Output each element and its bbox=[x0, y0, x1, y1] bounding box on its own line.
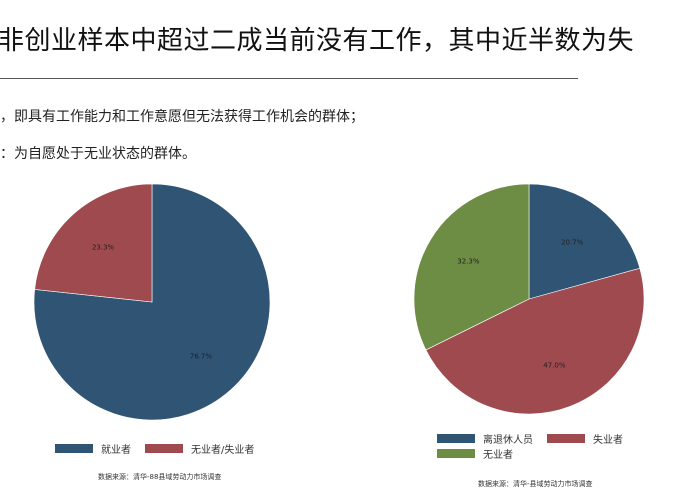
source-note-right: 数据来源：清华-县域劳动力市场调查 bbox=[478, 480, 593, 488]
legend-item-no-occupation: 无业者 bbox=[437, 446, 513, 461]
legend-swatch-unemployed bbox=[547, 434, 585, 443]
slice-label-retired: 20.7% bbox=[561, 238, 584, 246]
legend-label-retired: 离退休人员 bbox=[483, 435, 533, 446]
slice-label-employed: 76.7% bbox=[190, 352, 213, 360]
legend-label-jobless: 无业者/失业者 bbox=[191, 445, 255, 456]
slice-label-no-occupation: 32.3% bbox=[457, 257, 480, 265]
slide-headline: 非创业样本中超过二成当前没有工作，其中近半数为失 bbox=[0, 26, 635, 56]
definition-note-jobless: ：为自愿处于无业状态的群体。 bbox=[0, 146, 196, 162]
legend-swatch-jobless bbox=[145, 444, 183, 453]
legend-label-employed: 就业者 bbox=[101, 445, 131, 456]
legend-item-jobless: 无业者/失业者 bbox=[145, 441, 254, 456]
legend-item-unemployed: 失业者 bbox=[547, 431, 623, 446]
pie-slice-retired bbox=[528, 183, 641, 300]
legend-label-no-occupation: 无业者 bbox=[483, 450, 513, 461]
pie-slice-no-occupation bbox=[413, 183, 530, 351]
legend-swatch-retired bbox=[437, 434, 475, 443]
legend-item-employed: 就业者 bbox=[55, 441, 131, 456]
legend-swatch-no-occupation bbox=[437, 449, 475, 458]
slice-label-jobless: 23.3% bbox=[92, 244, 115, 252]
title-divider bbox=[0, 78, 578, 79]
slice-label-unemployed: 47.0% bbox=[543, 362, 566, 370]
source-note-left: 数据来源：清华-88县域劳动力市场调查 bbox=[98, 473, 222, 481]
pie-slice-unemployed bbox=[425, 267, 645, 415]
legend-swatch-employed bbox=[55, 444, 93, 453]
pie-slice-jobless bbox=[34, 183, 153, 303]
definition-note-unemployed: ，即具有工作能力和工作意愿但无法获得工作机会的群体； bbox=[0, 109, 364, 125]
legend-label-unemployed: 失业者 bbox=[593, 435, 623, 446]
legend-item-retired: 离退休人员 bbox=[437, 431, 533, 446]
